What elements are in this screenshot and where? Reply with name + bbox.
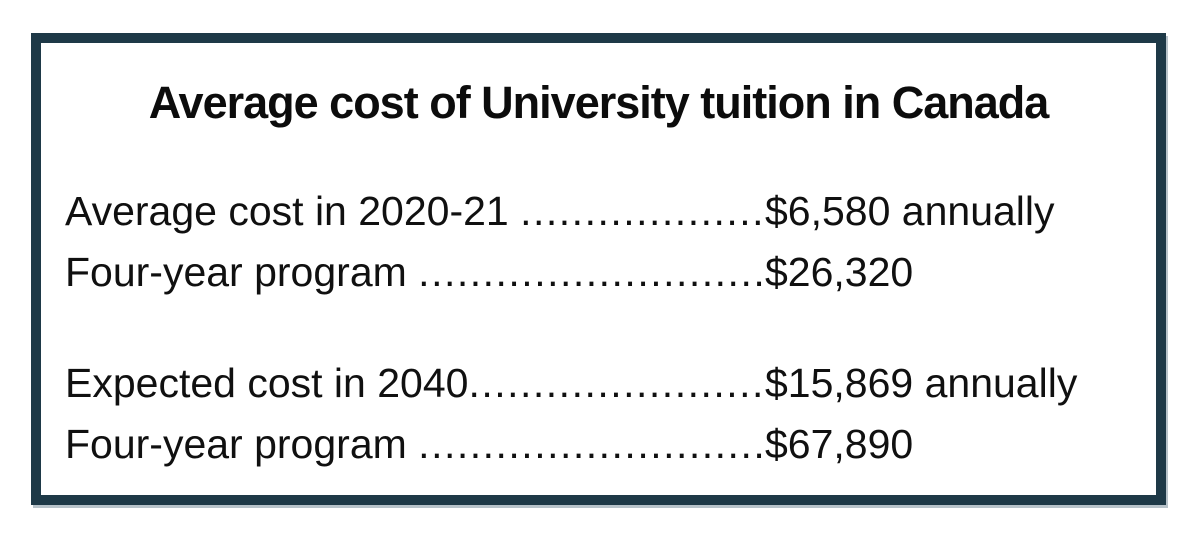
label-area: Average cost in 2020-21 ................… bbox=[65, 181, 765, 242]
dot-leader: ........................................… bbox=[418, 249, 765, 295]
cost-value: $6,580 annually bbox=[765, 188, 1055, 234]
cost-row-2020-annual: Average cost in 2020-21 ................… bbox=[65, 181, 1140, 242]
cost-value: $67,890 bbox=[765, 421, 914, 467]
cost-section-2020: Average cost in 2020-21 ................… bbox=[65, 181, 1140, 303]
cost-row-2040-fouryear: Four-year program ......................… bbox=[65, 414, 1140, 475]
cost-section-2040: Expected cost in 2040 ..................… bbox=[65, 353, 1140, 475]
cost-row-2020-fouryear: Four-year program ......................… bbox=[65, 242, 1140, 303]
label-area: Expected cost in 2040 ..................… bbox=[65, 353, 765, 414]
dot-leader: ........................................… bbox=[520, 188, 765, 234]
cost-label: Four-year program bbox=[65, 249, 419, 295]
cost-value: $26,320 bbox=[765, 249, 914, 295]
card-title: Average cost of University tuition in Ca… bbox=[148, 77, 1050, 128]
dot-leader: ........................................… bbox=[468, 360, 765, 406]
cost-label: Expected cost in 2040 bbox=[65, 360, 469, 406]
cost-label: Four-year program bbox=[65, 421, 419, 467]
cost-row-2040-annual: Expected cost in 2040 ..................… bbox=[65, 353, 1140, 414]
label-area: Four-year program ......................… bbox=[65, 242, 765, 303]
cost-label: Average cost in 2020-21 bbox=[65, 188, 521, 234]
label-area: Four-year program ......................… bbox=[65, 414, 765, 475]
tuition-info-card: Average cost of University tuition in Ca… bbox=[31, 33, 1166, 505]
cost-value: $15,869 annually bbox=[765, 360, 1078, 406]
dot-leader: ........................................… bbox=[418, 421, 765, 467]
